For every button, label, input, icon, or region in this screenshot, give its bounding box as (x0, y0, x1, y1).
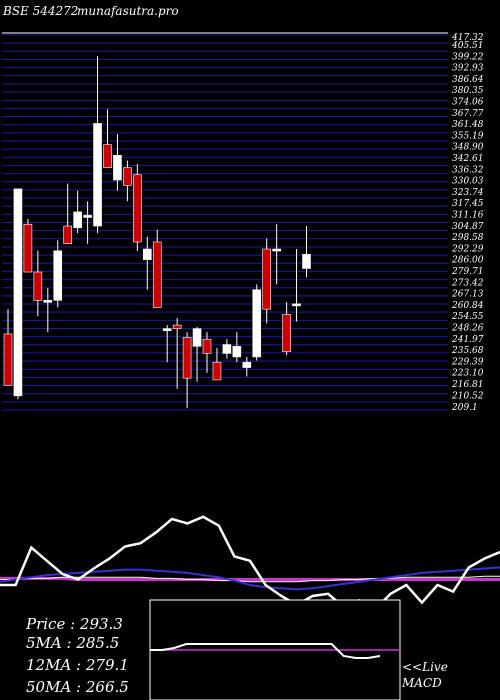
tick-label: 254.55 (451, 312, 484, 322)
candle-body (3, 333, 13, 386)
indicator-panel (0, 515, 500, 611)
tick-label: 355.19 (452, 131, 484, 141)
candle-body (152, 241, 162, 308)
candle-body (93, 123, 102, 227)
macd-panel (149, 599, 401, 700)
tick-label: 317.45 (452, 199, 484, 209)
candle-body (182, 337, 192, 379)
tick-label-bottom: 209.1 (451, 403, 478, 413)
tick-label: 386.64 (452, 75, 484, 85)
tick-label: 323.74 (452, 188, 484, 198)
ma5-line (0, 566, 500, 591)
candle-body (83, 215, 92, 218)
tick-label: 348.90 (452, 143, 484, 153)
candle-body (192, 328, 202, 347)
candle-body (262, 248, 272, 310)
candle-body (143, 248, 152, 260)
tick-label: 392.93 (452, 64, 484, 74)
candle-body (123, 167, 132, 186)
candle-body (232, 346, 242, 358)
candle-body (302, 254, 311, 269)
candle-body (13, 188, 23, 397)
tick-label: 298.58 (451, 233, 484, 243)
candle-body (63, 225, 73, 245)
tick-label: 267.13 (451, 290, 484, 300)
candle-body (43, 300, 53, 303)
tick-label: 292.29 (451, 244, 484, 254)
candle-body (133, 174, 142, 243)
tick-label: 216.81 (451, 380, 484, 390)
price-grid (2, 32, 448, 411)
tick-label: 241.97 (451, 335, 484, 345)
macd-label: MACD (402, 676, 442, 690)
candle-body (202, 338, 212, 354)
tick-label: 286.00 (451, 256, 484, 266)
candle-body (162, 328, 172, 331)
ma50-line (0, 576, 500, 581)
tick-label: 235.68 (451, 346, 484, 356)
tick-label-top: 417.32 (451, 33, 484, 43)
macd-line (150, 643, 381, 659)
candle-body (222, 344, 232, 354)
ma50-readout: 50MA : 266.5 (26, 678, 129, 696)
candle-body (113, 154, 122, 181)
tick-label: 399.22 (452, 52, 484, 62)
tick-label: 304.87 (452, 222, 484, 232)
tick-label: 210.52 (451, 391, 484, 401)
ma12-readout: 12MA : 279.1 (26, 656, 129, 674)
candle-body (282, 314, 291, 352)
tick-label: 273.42 (451, 278, 484, 288)
tick-label: 342.61 (452, 154, 484, 164)
exchange-code: BSE 544272 (3, 4, 79, 18)
candle-body (73, 211, 82, 229)
tick-label: 260.84 (451, 301, 484, 311)
candle-body (252, 289, 262, 358)
candle-body (33, 271, 43, 301)
tick-label: 223.10 (451, 369, 484, 379)
tick-label: 336.32 (452, 165, 484, 175)
tick-label: 311.16 (452, 211, 484, 221)
tick-label: 374.06 (452, 98, 484, 108)
candles (3, 56, 311, 409)
tick-label: 229.39 (451, 357, 484, 367)
site-name: munafasutra.pro (77, 4, 179, 18)
candle-body (242, 361, 252, 368)
tick-label: 405.51 (451, 41, 484, 51)
candle-body (53, 250, 63, 301)
tick-label: 279.71 (451, 267, 484, 277)
price-line (0, 515, 500, 611)
candle-body (172, 324, 182, 329)
price-readout: Price : 293.3 (26, 615, 123, 633)
live-link[interactable]: <<Live (402, 660, 448, 674)
tick-label: 380.35 (452, 86, 484, 96)
candle-body (23, 223, 33, 273)
candle-body (212, 361, 222, 381)
candle-body (292, 303, 301, 307)
candle-body (103, 144, 112, 168)
tick-label: 367.77 (452, 109, 484, 119)
candle-body (272, 248, 281, 252)
ma5-readout: 5MA : 285.5 (26, 634, 120, 652)
tick-label: 361.48 (452, 120, 484, 130)
tick-label: 248.26 (451, 324, 484, 334)
tick-label: 330.03 (452, 177, 484, 187)
